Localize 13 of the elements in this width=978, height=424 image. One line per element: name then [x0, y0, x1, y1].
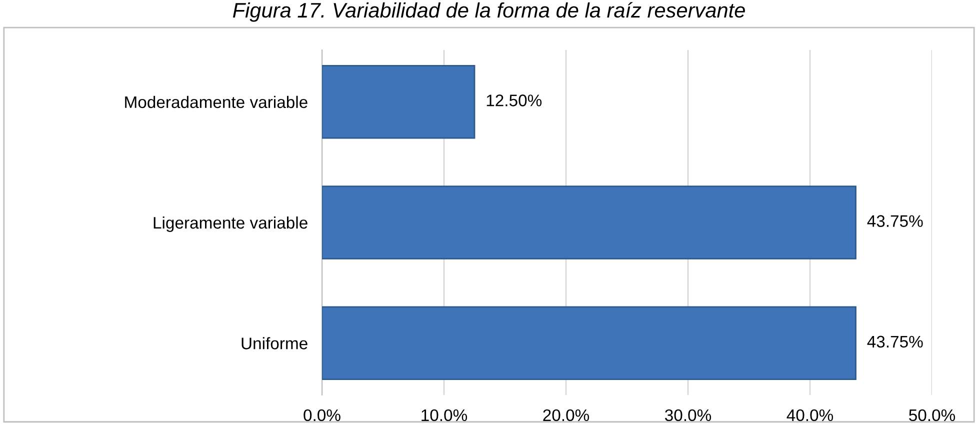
data-label: 43.75% — [867, 336, 923, 348]
data-label: 12.50% — [486, 94, 542, 106]
x-tick-label: 40.0% — [786, 409, 834, 422]
x-tick-label: 50.0% — [909, 409, 956, 422]
x-tick-label: 20.0% — [543, 409, 590, 422]
x-tick-label: 10.0% — [422, 409, 468, 422]
data-label: 43.75% — [867, 215, 923, 227]
y-tick-label: Moderadamente variable — [125, 96, 308, 108]
x-tick-label: 0.0% — [304, 409, 340, 422]
y-tick-label: Uniforme — [242, 337, 308, 350]
y-tick-label: Ligeramente variable — [154, 216, 308, 232]
chart-title: Figura 17. Variabilidad de la forma de la raíz reservante — [232, 2, 745, 22]
x-tick-label: 30.0% — [665, 409, 712, 422]
